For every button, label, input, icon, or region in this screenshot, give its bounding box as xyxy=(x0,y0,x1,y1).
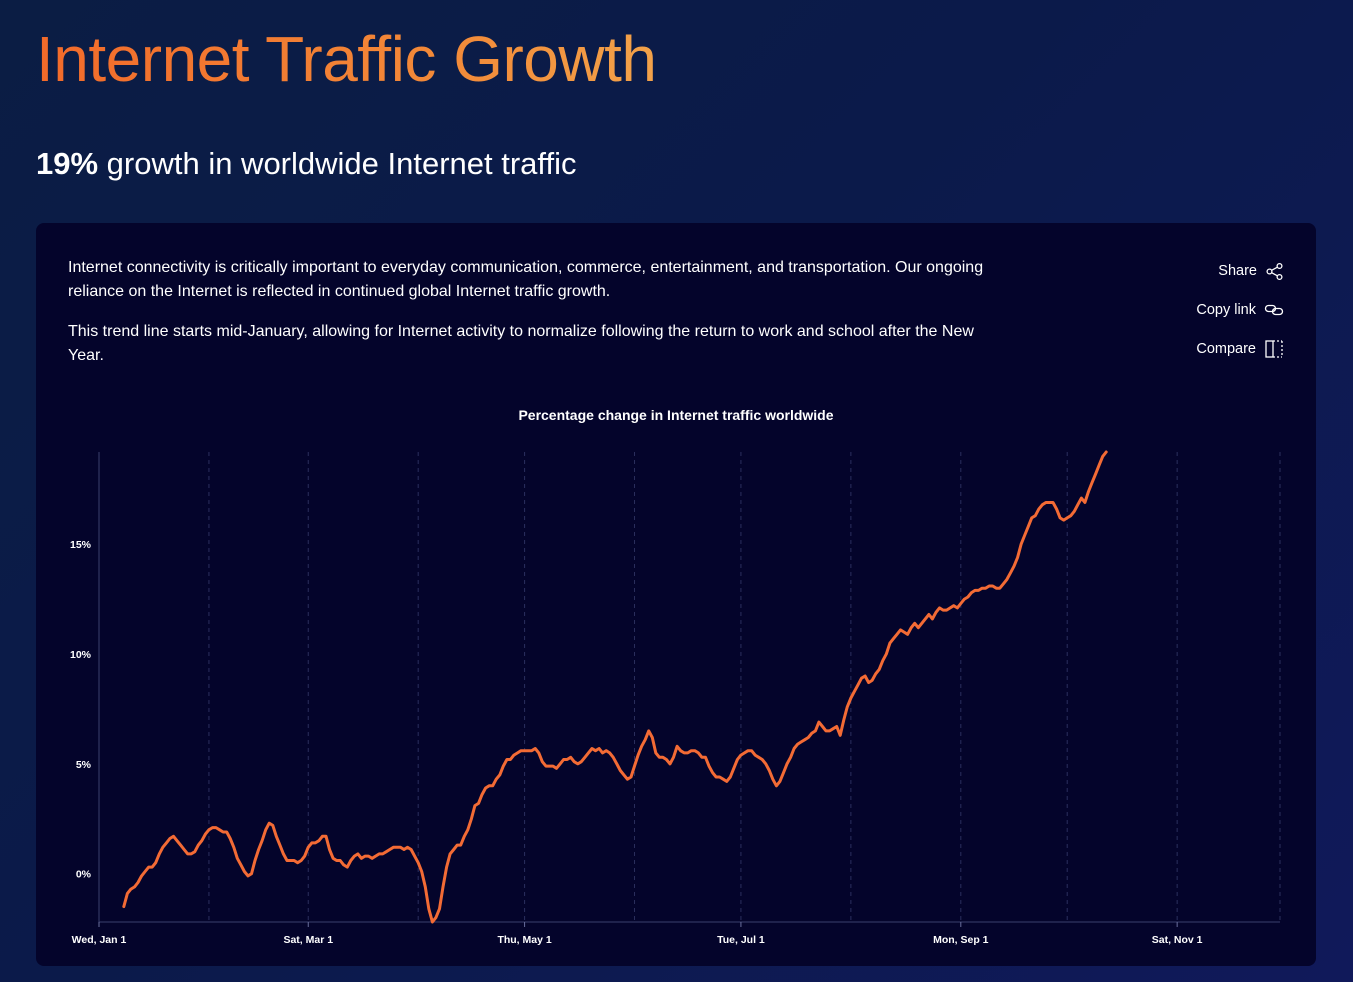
compare-icon xyxy=(1264,339,1284,359)
share-label: Share xyxy=(1218,263,1257,279)
headline-stat: 19% growth in worldwide Internet traffic xyxy=(36,146,576,182)
compare-button[interactable]: Compare xyxy=(1104,339,1284,359)
growth-percentage: 19% xyxy=(36,146,99,181)
x-tick-label: Wed, Jan 1 xyxy=(72,934,127,946)
page-title: Internet Traffic Growth xyxy=(36,23,657,95)
description-paragraph-2: This trend line starts mid-January, allo… xyxy=(68,323,974,364)
chart-card: Internet connectivity is critically impo… xyxy=(36,223,1316,966)
x-tick-label: Thu, May 1 xyxy=(497,934,551,946)
compare-label: Compare xyxy=(1196,341,1256,357)
x-tick-label: Mon, Sep 1 xyxy=(933,934,989,946)
copy-link-label: Copy link xyxy=(1196,302,1256,318)
headline-text: growth in worldwide Internet traffic xyxy=(98,146,577,181)
x-tick-label: Sat, Nov 1 xyxy=(1152,934,1203,946)
y-tick-label: 5% xyxy=(76,759,92,771)
description-paragraph-1: Internet connectivity is critically impo… xyxy=(68,259,984,300)
y-tick-label: 10% xyxy=(70,649,92,661)
grid-lines xyxy=(208,452,1281,922)
copy-link-button[interactable]: Copy link xyxy=(1104,300,1284,320)
x-tick-label: Sat, Mar 1 xyxy=(283,934,333,946)
traffic-series-line xyxy=(122,450,1108,924)
chart-title: Percentage change in Internet traffic wo… xyxy=(518,407,833,423)
link-icon xyxy=(1264,302,1284,318)
y-tick-label: 0% xyxy=(76,869,92,881)
description: Internet connectivity is critically impo… xyxy=(68,256,1008,384)
action-list: Share Copy link Compare xyxy=(1104,261,1284,378)
x-tick-label: Tue, Jul 1 xyxy=(717,934,765,946)
share-button[interactable]: Share xyxy=(1104,261,1284,281)
x-axis-ticks: Wed, Jan 1 Sat, Mar 1 Thu, May 1 Tue, Jul 1… xyxy=(72,922,1203,946)
y-axis-ticks: 0% 5% 10% 15% xyxy=(70,539,92,880)
line-chart: Percentage change in Internet traffic wo… xyxy=(70,407,1281,946)
share-icon xyxy=(1265,262,1284,281)
y-tick-label: 15% xyxy=(70,539,92,551)
